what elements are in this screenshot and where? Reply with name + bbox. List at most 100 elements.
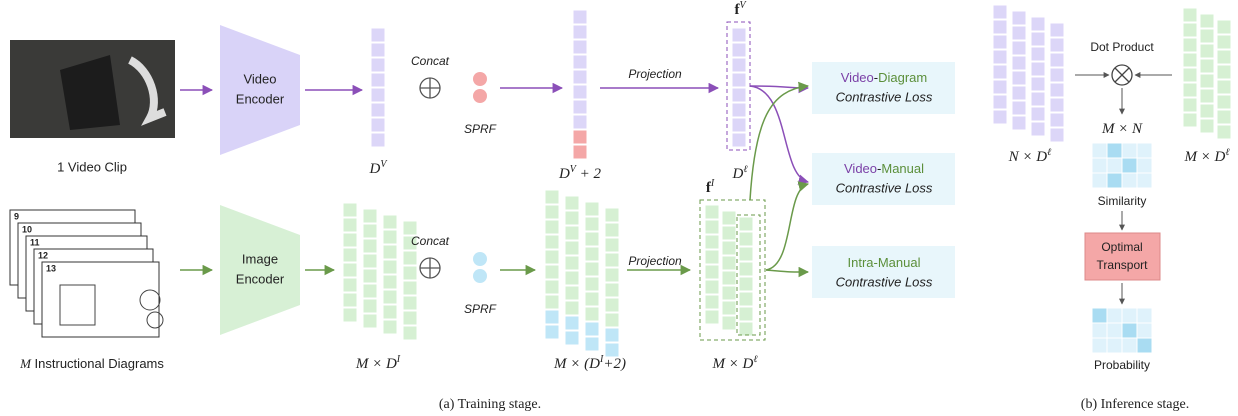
feature-cell (343, 278, 357, 292)
feature-cell (573, 55, 587, 69)
feature-cell (722, 226, 736, 240)
feature-cell (1031, 122, 1045, 136)
arrow (766, 184, 808, 270)
diagram: 1 Video Clip Video Encoder DV Concat SPR… (0, 0, 1238, 416)
feature-cell (605, 223, 619, 237)
feature-cell (1200, 14, 1214, 28)
feature-cell (573, 40, 587, 54)
feature-cell (363, 314, 377, 328)
feature-cell (371, 118, 385, 132)
feature-cell (1217, 50, 1231, 64)
feature-cell (1200, 89, 1214, 103)
feature-cell (722, 286, 736, 300)
feature-cell (732, 58, 746, 72)
dim-label: M × DI (355, 354, 401, 373)
label-part: Intra-Manual (848, 255, 921, 270)
label-part: M × D (1183, 149, 1225, 165)
feature-cell (565, 331, 579, 345)
feature-cell (573, 145, 587, 159)
feature-cell (1031, 77, 1045, 91)
feature-cell (573, 25, 587, 39)
grid-cell (1092, 173, 1107, 188)
feature-cell (739, 247, 753, 261)
feature-cell (993, 80, 1007, 94)
feature-cell (565, 256, 579, 270)
grid-cell (1137, 323, 1152, 338)
grid-cell (1107, 173, 1122, 188)
sprf-dot (473, 269, 487, 283)
feature-cell (343, 263, 357, 277)
concat-label: Concat (411, 54, 450, 68)
feature-cell (371, 43, 385, 57)
feature-cell (585, 262, 599, 276)
feature-cell (722, 256, 736, 270)
loss-box (812, 246, 955, 298)
superscript: ℓ (1225, 147, 1229, 158)
superscript: ℓ (743, 164, 747, 175)
encoder-label: Image (242, 251, 278, 266)
feature-cell (585, 217, 599, 231)
feature-cell (1012, 41, 1026, 55)
feature-cell (565, 211, 579, 225)
projection-label: Projection (628, 67, 682, 81)
feature-cell (343, 203, 357, 217)
feature-cell (545, 310, 559, 324)
feature-cell (363, 224, 377, 238)
feature-cell (739, 277, 753, 291)
superscript: ℓ (753, 354, 757, 365)
feature-cell (1012, 116, 1026, 130)
feature-cell (1200, 119, 1214, 133)
feature-cell (732, 43, 746, 57)
feature-cell (1050, 38, 1064, 52)
feature-cell (545, 280, 559, 294)
feature-cell (545, 235, 559, 249)
feature-cell (1217, 110, 1231, 124)
feature-cell (585, 292, 599, 306)
feature-cell (1050, 68, 1064, 82)
feature-cell (565, 196, 579, 210)
feature-cell (705, 265, 719, 279)
feature-cell (383, 275, 397, 289)
grid-cell (1137, 143, 1152, 158)
feature-cell (722, 316, 736, 330)
feature-cell (705, 280, 719, 294)
feature-cell (1012, 11, 1026, 25)
grid-cell (1137, 173, 1152, 188)
feature-cell (1031, 47, 1045, 61)
dim-label: M × Dℓ (1183, 147, 1229, 166)
loss-title: Video-Diagram (841, 70, 927, 85)
feature-cell (1050, 53, 1064, 67)
feature-cell (705, 250, 719, 264)
feature-cell (403, 266, 417, 280)
dim-label: DV + 2 (558, 164, 602, 183)
feature-cell (585, 277, 599, 291)
feature-cell (993, 35, 1007, 49)
feature-cell (371, 88, 385, 102)
feature-cell (403, 251, 417, 265)
feature-cell (1217, 65, 1231, 79)
feature-cell (1183, 23, 1197, 37)
feature-cell (403, 221, 417, 235)
arrow (750, 86, 808, 200)
feature-cell (1050, 128, 1064, 142)
grid-cell (1092, 323, 1107, 338)
feature-cell (1050, 113, 1064, 127)
feature-cell (993, 95, 1007, 109)
feature-cell (1217, 95, 1231, 109)
dot-product-label: Dot Product (1090, 40, 1154, 54)
feature-cell (605, 283, 619, 297)
feature-cell (1200, 44, 1214, 58)
loss-title: Video-Manual (844, 161, 924, 176)
grid-cell (1107, 323, 1122, 338)
grid-cell (1122, 308, 1137, 323)
feature-cell (383, 260, 397, 274)
feature-cell (343, 233, 357, 247)
feature-cell (605, 328, 619, 342)
grid-cell (1122, 173, 1137, 188)
feature-cell (1217, 35, 1231, 49)
probability-label: Probability (1094, 358, 1150, 372)
feature-cell (732, 73, 746, 87)
feature-cell (573, 130, 587, 144)
feature-cell (383, 230, 397, 244)
page-number: 13 (46, 263, 56, 273)
